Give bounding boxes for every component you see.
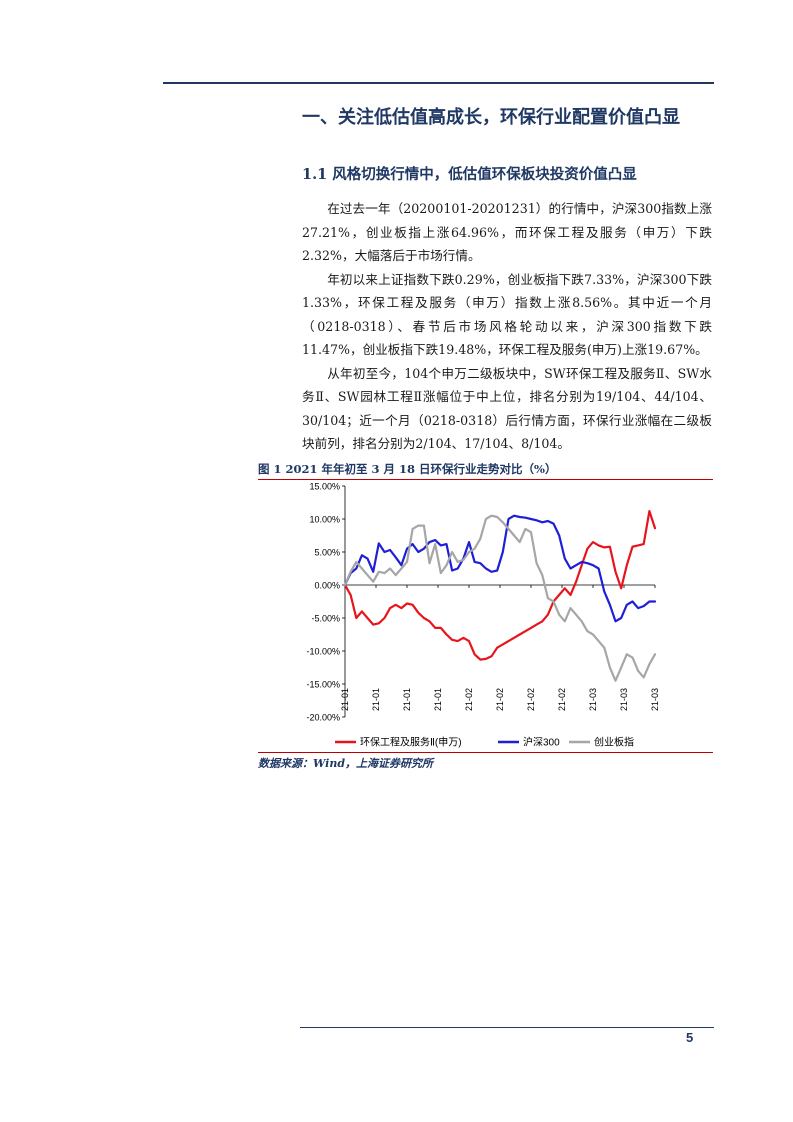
line-chart: 15.00% 10.00% 5.00% 0.00% -5.00% -10.00% -15.0… — [306, 482, 660, 749]
x-tick-label: 21-02 — [495, 688, 505, 711]
x-tick-label: 21-03 — [619, 688, 629, 711]
x-axis: 21-01 21-01 21-01 21-01 21-02 21-02 21-02 21-02… — [340, 584, 660, 711]
footer-rule — [300, 1027, 714, 1028]
y-tick-label: 15.00% — [309, 482, 340, 492]
x-tick-label: 21-03 — [588, 688, 598, 711]
header-rule — [163, 82, 714, 84]
paragraph: 年初以来上证指数下跌0.29%，创业板指下跌7.33%，沪深300下跌1.33%… — [302, 271, 712, 358]
y-axis: 15.00% 10.00% 5.00% 0.00% -5.00% -10.00% -15.0… — [306, 482, 346, 723]
series-line — [343, 514, 657, 682]
series-line — [343, 514, 657, 623]
y-tick-label: -10.00% — [306, 647, 340, 657]
x-tick-label: 21-03 — [650, 688, 660, 711]
x-tick-label: 21-02 — [557, 688, 567, 711]
section-heading: 一、关注低估值高成长，环保行业配置价值凸显 — [302, 107, 680, 128]
y-tick-label: 0.00% — [314, 581, 340, 591]
y-tick-label: 5.00% — [314, 548, 340, 558]
x-tick-label: 21-01 — [340, 688, 350, 711]
subsection-heading: 1.1 风格切换行情中，低估值环保板块投资价值凸显 — [302, 166, 637, 183]
x-tick-label: 21-01 — [402, 688, 412, 711]
series-line — [343, 510, 657, 661]
y-tick-label: -15.00% — [306, 680, 340, 690]
legend-label: 沪深300 — [523, 736, 560, 749]
y-tick-label: 10.00% — [309, 515, 340, 525]
page-number: 5 — [686, 1030, 694, 1045]
legend-label: 环保工程及服务Ⅱ(申万) — [360, 736, 462, 749]
chart-legend: 环保工程及服务Ⅱ(申万) 沪深300 创业板指 — [335, 736, 634, 749]
x-tick-label: 21-01 — [433, 688, 443, 711]
figure-title: 图 1 2021 年年初至 3 月 18 日环保行业走势对比（%） — [258, 462, 557, 476]
figure-bottom-rule — [258, 752, 713, 753]
paragraph: 在过去一年（20200101-20201231）的行情中，沪深300指数上涨27… — [302, 201, 712, 263]
legend-label: 创业板指 — [594, 736, 634, 749]
data-source-note: 数据来源：Wind，上海证券研究所 — [258, 757, 434, 770]
chart-series — [343, 510, 657, 682]
x-tick-label: 21-02 — [526, 688, 536, 711]
x-tick-label: 21-01 — [371, 688, 381, 711]
x-tick-label: 21-02 — [464, 688, 474, 711]
body-text: 在过去一年（20200101-20201231）的行情中，沪深300指数上涨27… — [302, 197, 712, 456]
figure-top-rule — [258, 479, 713, 480]
paragraph: 从年初至今，104个申万二级板块中，SW环保工程及服务Ⅱ、SW水务Ⅱ、SW园林工… — [302, 365, 712, 452]
y-tick-label: -5.00% — [311, 614, 340, 624]
y-tick-label: -20.00% — [306, 713, 340, 723]
